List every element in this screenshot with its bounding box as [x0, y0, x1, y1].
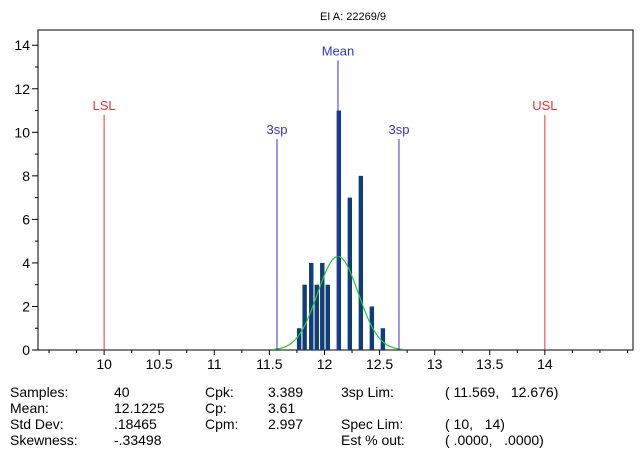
y-tick-label: 14: [14, 37, 30, 53]
x-tick-label: 14: [537, 356, 553, 372]
cpm-value: 2.997: [268, 416, 304, 432]
cp-label: Cp:: [205, 400, 227, 416]
histogram-bar: [336, 110, 342, 350]
estout-value: ( .0000, .0000): [445, 432, 544, 448]
cpk-label: Cpk:: [205, 384, 234, 400]
marker-label-3sp: 3sp: [388, 122, 409, 137]
estout-label: Est % out:: [341, 432, 405, 448]
samples-value: 40: [114, 384, 130, 400]
y-axis: 0 2 4 6 8 10 12 14: [14, 37, 38, 358]
histogram-bar: [314, 284, 319, 350]
y-tick-label: 12: [14, 81, 30, 97]
x-tick-label: 12: [317, 356, 333, 372]
x-tick-label: 12.5: [366, 356, 393, 372]
speclim-label: Spec Lim:: [341, 416, 404, 432]
statistics-panel: Samples: 40 Mean: 12.1225 Std Dev: .1846…: [10, 384, 630, 464]
mean-label: Mean:: [10, 400, 49, 416]
x-axis: 10 10.5 11 11.5 12 12.5 13 13.5 14: [48, 350, 628, 372]
y-tick-label: 10: [14, 124, 30, 140]
x-tick-label: 10.5: [146, 356, 173, 372]
histogram-bar: [358, 175, 364, 350]
plot-frame: [37, 29, 634, 351]
stddev-value: .18465: [114, 416, 157, 432]
y-tick-label: 8: [22, 168, 30, 184]
cpm-label: Cpm:: [205, 416, 239, 432]
x-tick-label: 13: [427, 356, 443, 372]
marker-label-usl: USL: [532, 98, 557, 113]
marker-label-mean: Mean: [322, 43, 355, 58]
y-tick-label: 4: [22, 255, 30, 271]
x-tick-label: 11: [207, 356, 222, 372]
bars-layer: [296, 110, 386, 350]
stddev-label: Std Dev:: [10, 416, 64, 432]
marker-label-3sp: 3sp: [267, 122, 288, 137]
histogram-bar: [302, 284, 307, 350]
lim3sp-value: ( 11.569, 12.676): [445, 384, 559, 400]
x-tick-label: 10: [96, 356, 112, 372]
x-tick-label: 13.5: [476, 356, 503, 372]
y-tick-label: 2: [22, 298, 30, 314]
spec-markers-layer: LSL USL 3sp 3sp Mean: [93, 43, 558, 350]
histogram-bar: [380, 328, 386, 350]
histogram-bar: [309, 262, 314, 350]
marker-label-lsl: LSL: [93, 98, 116, 113]
histogram-bar: [369, 306, 375, 350]
mean-value: 12.1225: [114, 400, 165, 416]
y-tick-label: 6: [22, 211, 30, 227]
skewness-value: -.33498: [114, 432, 162, 448]
y-tick-label: 0: [22, 342, 30, 358]
histogram-bar: [325, 284, 330, 350]
histogram-bar: [320, 262, 325, 350]
samples-label: Samples:: [10, 384, 69, 400]
skewness-label: Skewness:: [10, 432, 78, 448]
x-tick-label: 11.5: [256, 356, 282, 372]
lim3sp-label: 3sp Lim:: [341, 384, 394, 400]
histogram-bar: [296, 328, 302, 350]
chart-title: EI A: 22269/9: [320, 11, 386, 23]
histogram-bar: [347, 197, 353, 350]
cp-value: 3.61: [268, 400, 296, 416]
speclim-value: ( 10, 14): [445, 416, 505, 432]
cpk-value: 3.389: [268, 384, 304, 400]
